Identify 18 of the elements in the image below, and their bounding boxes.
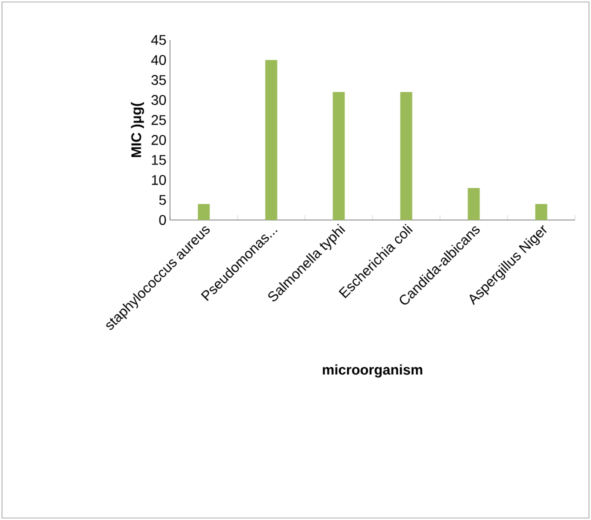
bar (468, 188, 480, 220)
bar (198, 204, 210, 220)
bar (265, 60, 278, 220)
y-tick-label: 45 (151, 35, 166, 45)
y-tick-label: 35 (151, 75, 166, 85)
y-tick-label: 0 (159, 215, 166, 225)
y-tick-label: 15 (152, 155, 166, 165)
bar (535, 204, 548, 220)
bar (400, 92, 412, 220)
y-tick-label: 5 (159, 195, 166, 205)
y-tick-label: 30 (151, 95, 166, 105)
y-axis-title: MIC )μg( (130, 102, 144, 158)
y-tick-label: 10 (152, 175, 166, 185)
y-tick-label: 40 (151, 55, 166, 65)
y-tick-label: 25 (152, 115, 166, 125)
bar (332, 92, 345, 220)
y-tick-label: 20 (152, 135, 166, 145)
x-axis-title: microorganism (322, 364, 422, 378)
